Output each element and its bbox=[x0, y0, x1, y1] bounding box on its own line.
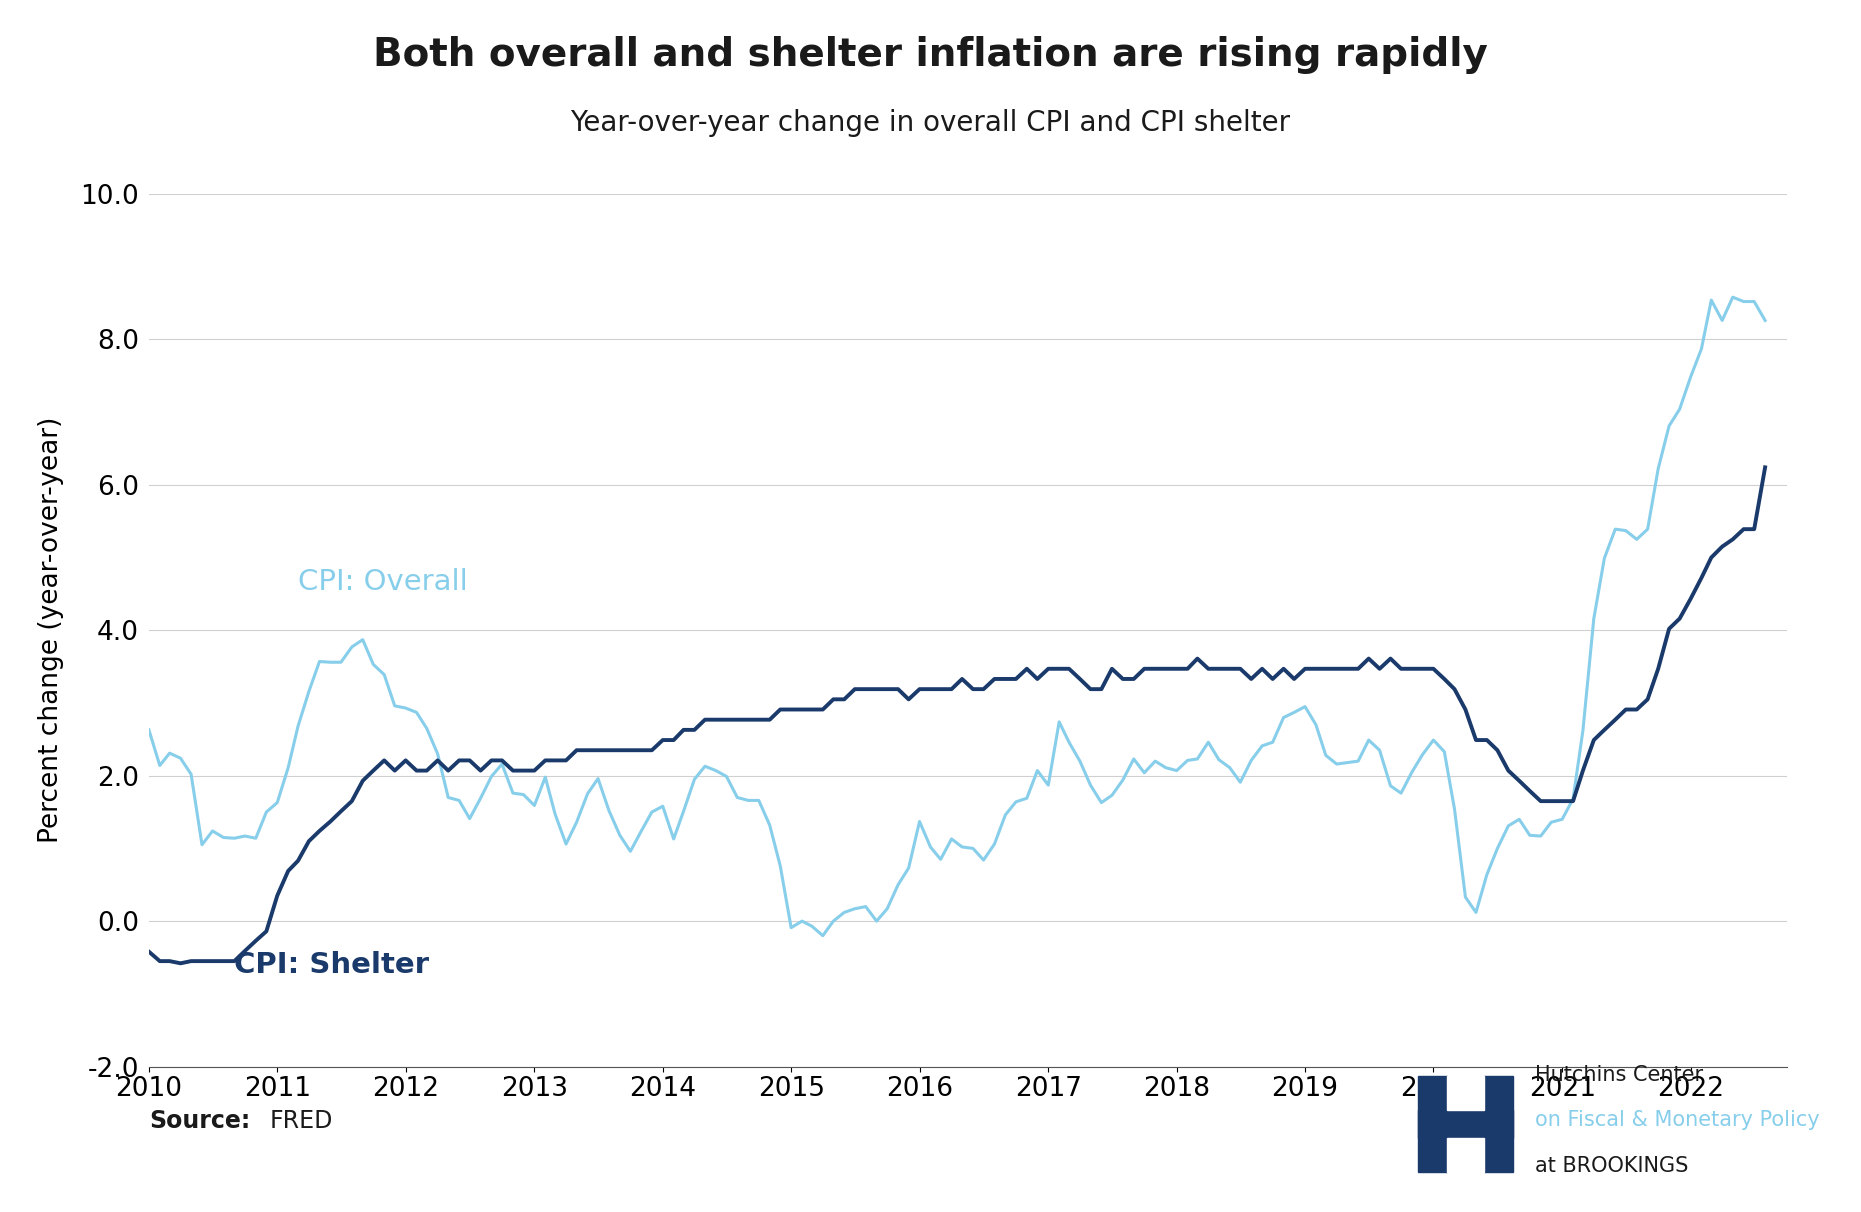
Bar bbox=[1448, 1076, 1483, 1110]
Text: at BROOKINGS: at BROOKINGS bbox=[1535, 1155, 1688, 1176]
Text: Year-over-year change in overall CPI and CPI shelter: Year-over-year change in overall CPI and… bbox=[571, 109, 1290, 137]
Bar bbox=[1483, 1076, 1513, 1172]
Text: FRED: FRED bbox=[270, 1109, 333, 1133]
Y-axis label: Percent change (year-over-year): Percent change (year-over-year) bbox=[37, 417, 63, 844]
Text: CPI: Shelter: CPI: Shelter bbox=[234, 951, 430, 979]
Text: Hutchins Center: Hutchins Center bbox=[1535, 1064, 1703, 1085]
Bar bbox=[1448, 1138, 1483, 1172]
Text: on Fiscal & Monetary Policy: on Fiscal & Monetary Policy bbox=[1535, 1109, 1820, 1130]
Text: Both overall and shelter inflation are rising rapidly: Both overall and shelter inflation are r… bbox=[372, 36, 1489, 74]
Text: CPI: Overall: CPI: Overall bbox=[298, 568, 467, 596]
Bar bbox=[1418, 1110, 1513, 1138]
Text: Source:: Source: bbox=[149, 1109, 249, 1133]
Bar bbox=[1418, 1076, 1448, 1172]
